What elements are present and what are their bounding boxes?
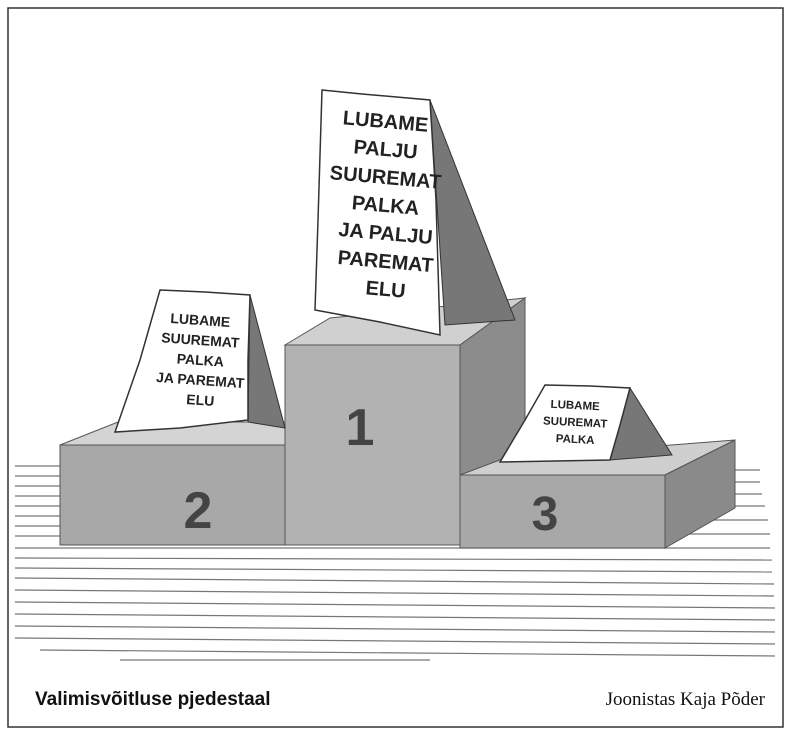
credit: Joonistas Kaja Põder (606, 689, 766, 710)
sign-line: PALKA (176, 350, 224, 369)
podium-number: 2 (184, 482, 213, 540)
podium-number: 3 (532, 488, 559, 541)
podium-number: 1 (346, 399, 375, 457)
caption: Valimisvõitluse pjedestaal (35, 689, 271, 710)
cartoon: 1 2 3 LUBAMEPALJUSUUREMATPALKAJA PALJUPA… (0, 0, 791, 735)
sign-line: ELU (365, 277, 407, 302)
sign-line: PALKA (555, 433, 594, 447)
sign-line: ELU (186, 391, 215, 409)
